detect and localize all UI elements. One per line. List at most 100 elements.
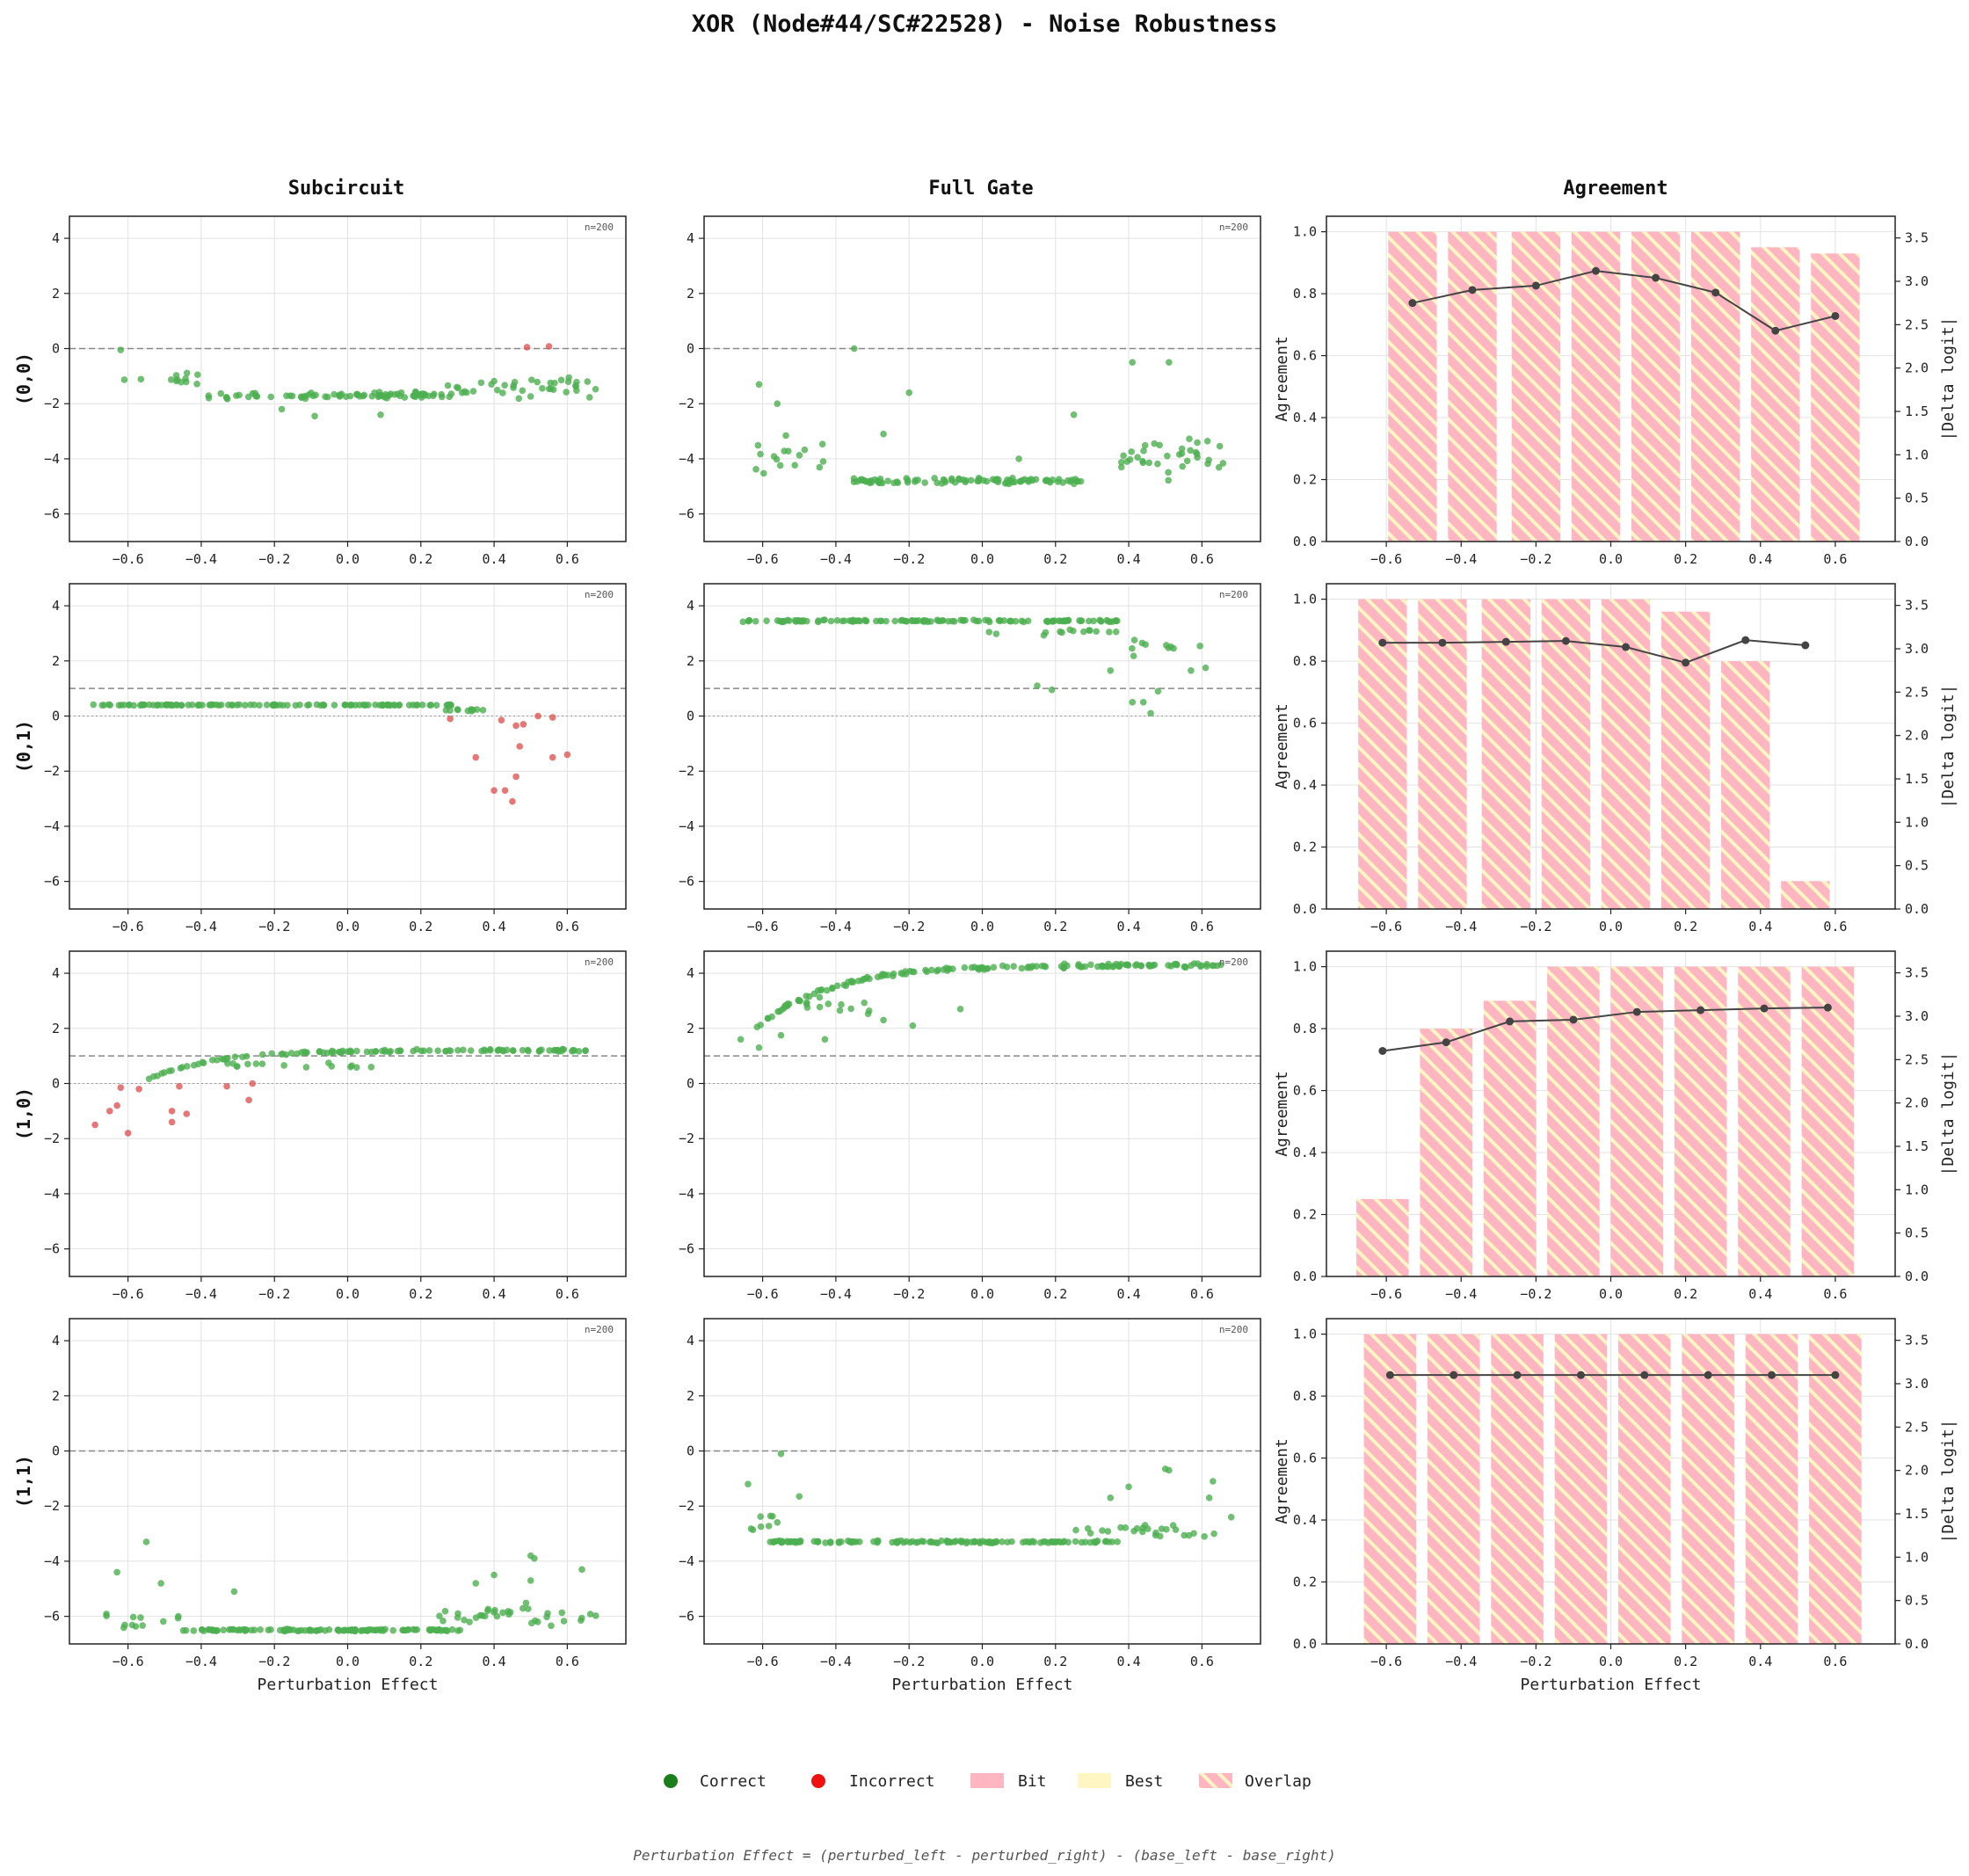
correct-point bbox=[770, 453, 778, 460]
correct-point bbox=[970, 616, 977, 623]
correct-point bbox=[531, 1554, 538, 1562]
x-tick-label: −0.2 bbox=[893, 919, 925, 934]
correct-point bbox=[311, 412, 318, 420]
correct-point bbox=[434, 1047, 441, 1054]
correct-point bbox=[814, 1538, 822, 1545]
x-tick-label: 0.4 bbox=[483, 551, 506, 567]
correct-point bbox=[411, 392, 418, 400]
correct-point bbox=[586, 1611, 594, 1618]
correct-point bbox=[838, 1000, 845, 1008]
correct-point bbox=[1058, 629, 1065, 636]
delta-logit-point bbox=[1741, 636, 1750, 644]
correct-point bbox=[184, 1063, 191, 1070]
incorrect-point bbox=[516, 743, 524, 750]
agreement-bar bbox=[1721, 661, 1770, 909]
x-tick-label: 0.2 bbox=[1674, 551, 1697, 567]
correct-point bbox=[1203, 438, 1211, 445]
correct-point bbox=[816, 993, 824, 1001]
correct-point bbox=[444, 701, 452, 709]
correct-point bbox=[157, 1580, 164, 1587]
correct-point bbox=[1166, 359, 1173, 366]
right-y-tick-label: 3.5 bbox=[1905, 598, 1929, 614]
correct-point bbox=[341, 702, 349, 709]
correct-point bbox=[856, 617, 864, 625]
row-label-0: (0,0) bbox=[13, 353, 34, 405]
correct-point bbox=[1086, 1530, 1094, 1537]
legend-incorrect-label: Incorrect bbox=[849, 1772, 935, 1791]
subcircuit-panel-row-3: −0.6 −0.4 −0.2 0.0 0.2 0.4 0.6 4 2 0 −2 −4 −6 n=200 Pe… bbox=[44, 1318, 627, 1694]
x-tick-label: −0.6 bbox=[113, 1286, 144, 1302]
right-y-tick-label: 0.0 bbox=[1905, 1636, 1929, 1652]
correct-point bbox=[1142, 641, 1150, 649]
sample-count-label: n=200 bbox=[585, 1324, 614, 1335]
right-y-tick-label: 1.5 bbox=[1905, 1506, 1929, 1522]
correct-point bbox=[784, 1000, 791, 1007]
right-y-tick-label: 0.0 bbox=[1905, 534, 1929, 549]
correct-point bbox=[940, 617, 947, 624]
correct-point bbox=[1072, 1538, 1079, 1545]
legend-bit-label: Bit bbox=[1018, 1772, 1047, 1791]
row-label-1: (0,1) bbox=[13, 720, 34, 773]
correct-point bbox=[1093, 628, 1100, 636]
x-tick-label: −0.4 bbox=[1445, 919, 1477, 934]
y-tick-label: 0.2 bbox=[1293, 472, 1317, 488]
correct-point bbox=[218, 1055, 226, 1063]
agreement-panel-row-3: −0.6 −0.4 −0.2 0.0 0.2 0.4 0.6 0.0 0.2 0.4 0.6 0.8 1… bbox=[1273, 1318, 1958, 1694]
legend-best-label: Best bbox=[1125, 1772, 1163, 1791]
y-tick-label: −4 bbox=[44, 451, 60, 467]
correct-point bbox=[113, 1568, 120, 1576]
correct-point bbox=[851, 1538, 858, 1545]
correct-point bbox=[1034, 682, 1041, 689]
correct-point bbox=[777, 1450, 785, 1458]
y-tick-label: −2 bbox=[679, 396, 694, 411]
correct-point bbox=[1151, 440, 1159, 447]
correct-point bbox=[348, 1062, 356, 1069]
correct-point bbox=[1165, 469, 1172, 476]
correct-point bbox=[796, 1493, 803, 1501]
right-y-tick-label: 0.0 bbox=[1905, 1269, 1929, 1284]
y-tick-label: 0.4 bbox=[1293, 1145, 1317, 1160]
correct-point bbox=[909, 1022, 917, 1029]
full_gate-panel-row-3: −0.6 −0.4 −0.2 0.0 0.2 0.4 0.6 4 2 0 −2 −4 −6 n=200 Pe… bbox=[679, 1318, 1261, 1694]
correct-point bbox=[1144, 1525, 1152, 1532]
x-tick-label: 0.2 bbox=[409, 1286, 432, 1302]
correct-point bbox=[328, 1049, 336, 1057]
correct-point bbox=[167, 376, 175, 383]
correct-point bbox=[194, 371, 201, 379]
correct-point bbox=[376, 702, 383, 709]
correct-point bbox=[103, 1612, 110, 1619]
correct-point bbox=[1216, 442, 1224, 450]
correct-point bbox=[876, 476, 884, 483]
y-tick-label: −2 bbox=[44, 1498, 60, 1514]
y-tick-label: −4 bbox=[44, 1553, 60, 1569]
y-tick-label: −4 bbox=[679, 818, 694, 834]
delta-logit-axis-title: |Delta logit| bbox=[1939, 1052, 1958, 1176]
correct-point bbox=[1154, 460, 1161, 468]
correct-point bbox=[880, 1016, 887, 1024]
correct-point bbox=[890, 972, 897, 980]
correct-point bbox=[381, 1048, 389, 1056]
correct-point bbox=[1080, 628, 1087, 636]
correct-point bbox=[840, 617, 848, 624]
incorrect-point bbox=[183, 1110, 191, 1117]
agreement-bar bbox=[1363, 1334, 1417, 1644]
y-tick-label: 0.6 bbox=[1293, 716, 1317, 731]
plot-frame bbox=[1326, 583, 1896, 910]
y-tick-label: 4 bbox=[687, 1333, 694, 1349]
correct-point bbox=[592, 1612, 599, 1619]
delta-logit-line bbox=[1382, 1007, 1828, 1052]
delta-logit-point bbox=[1640, 1371, 1649, 1379]
correct-point bbox=[795, 996, 803, 1004]
y-tick-label: 0.2 bbox=[1293, 1207, 1317, 1223]
correct-point bbox=[992, 630, 1000, 637]
delta-logit-point bbox=[1569, 1015, 1578, 1024]
delta-logit-point bbox=[1468, 286, 1477, 294]
incorrect-point bbox=[512, 722, 519, 730]
x-tick-label: 0.6 bbox=[1190, 1654, 1214, 1669]
x-tick-label: 0.4 bbox=[1117, 919, 1141, 934]
x-tick-label: −0.4 bbox=[1445, 551, 1477, 567]
delta-logit-axis-title: |Delta logit| bbox=[1939, 317, 1958, 441]
correct-point bbox=[816, 1003, 824, 1011]
correct-point bbox=[985, 618, 993, 626]
correct-point bbox=[477, 379, 485, 387]
